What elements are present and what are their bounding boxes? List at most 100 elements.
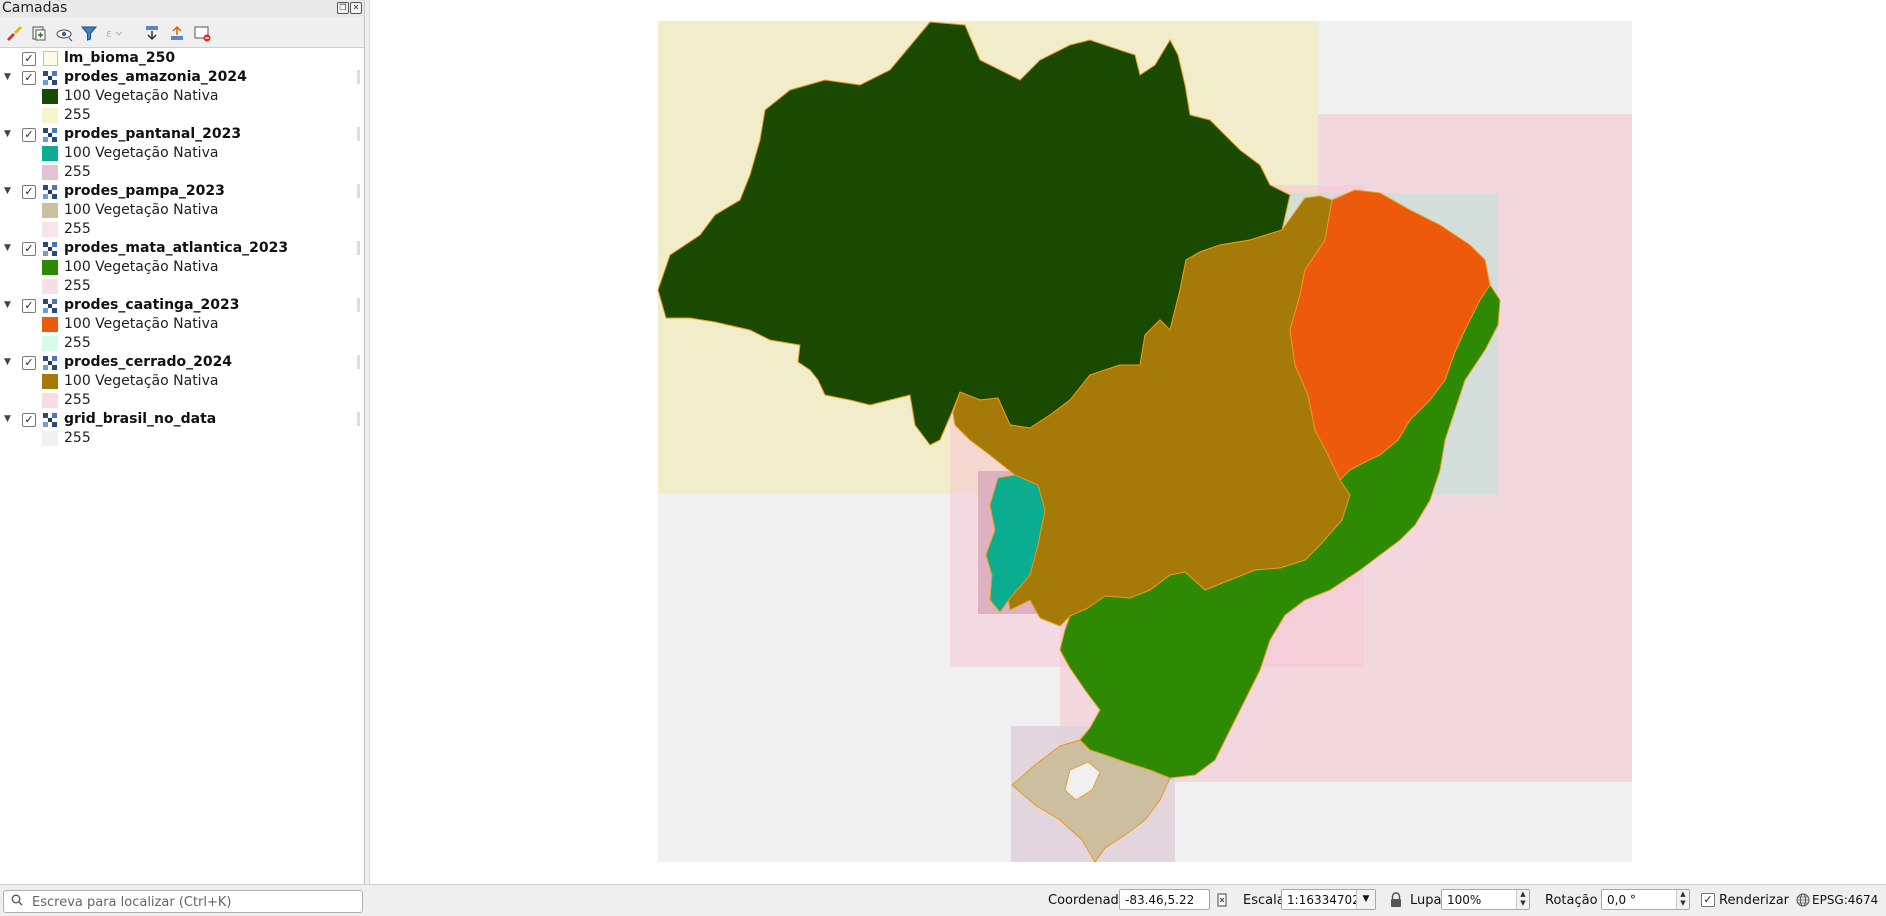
legend-item: 255 bbox=[0, 334, 364, 353]
layer-row-prodes_cerrado_2024[interactable]: ▼ ✓ prodes_cerrado_2024 bbox=[0, 353, 364, 372]
legend-label: 255 bbox=[64, 107, 91, 123]
collapse-all-icon[interactable] bbox=[167, 23, 187, 43]
layer-row-prodes_pantanal_2023[interactable]: ▼ ✓ prodes_pantanal_2023 bbox=[0, 125, 364, 144]
magnifier-value: 100% bbox=[1447, 893, 1482, 907]
map-canvas[interactable] bbox=[369, 0, 1886, 884]
raster-layer-icon bbox=[43, 242, 57, 256]
render-checkbox[interactable]: ✓ bbox=[1701, 893, 1715, 907]
layer-visibility-checkbox[interactable]: ✓ bbox=[22, 299, 36, 313]
magnifier-spinner[interactable]: ▲ ▼ bbox=[1516, 890, 1529, 909]
pantanal-biome bbox=[985, 474, 1046, 613]
legend-swatch bbox=[42, 108, 58, 123]
layer-row-prodes_mata_atlantica_2023[interactable]: ▼ ✓ prodes_mata_atlantica_2023 bbox=[0, 239, 364, 258]
legend-item: 100 Vegetação Nativa bbox=[0, 258, 364, 277]
legend-label: 255 bbox=[64, 164, 91, 180]
legend-swatch bbox=[42, 374, 58, 389]
add-group-icon[interactable] bbox=[29, 23, 49, 43]
filter-icon[interactable] bbox=[79, 23, 99, 43]
row-handle bbox=[357, 127, 360, 141]
expand-arrow-icon[interactable]: ▼ bbox=[4, 186, 11, 196]
layer-visibility-checkbox[interactable]: ✓ bbox=[22, 413, 36, 427]
float-panel-icon[interactable]: ❐ bbox=[337, 2, 349, 14]
magnifier-field[interactable]: 100% ▲ ▼ bbox=[1441, 889, 1530, 910]
crs-globe-icon[interactable] bbox=[1796, 893, 1810, 907]
expression-filter-icon[interactable]: ε bbox=[104, 23, 124, 43]
legend-swatch bbox=[42, 431, 58, 446]
layer-visibility-checkbox[interactable]: ✓ bbox=[22, 128, 36, 142]
legend-swatch bbox=[42, 165, 58, 180]
svg-text:ε: ε bbox=[106, 27, 112, 40]
layer-visibility-checkbox[interactable]: ✓ bbox=[22, 356, 36, 370]
layer-name: prodes_amazonia_2024 bbox=[64, 69, 247, 85]
expand-arrow-icon[interactable]: ▼ bbox=[4, 72, 11, 82]
legend-item: 255 bbox=[0, 106, 364, 125]
legend-item: 255 bbox=[0, 391, 364, 410]
layer-row-grid_brasil_no_data[interactable]: ▼ ✓ grid_brasil_no_data bbox=[0, 410, 364, 429]
layer-visibility-checkbox[interactable]: ✓ bbox=[22, 242, 36, 256]
layer-visibility-checkbox[interactable]: ✓ bbox=[22, 185, 36, 199]
legend-label: 100 Vegetação Nativa bbox=[64, 316, 219, 332]
scale-label: Escala bbox=[1243, 893, 1285, 908]
layer-tree: ✓ lm_bioma_250 ▼ ✓ prodes_amazonia_2024 100 V… bbox=[0, 49, 364, 448]
mata-atlantica-biome bbox=[1059, 284, 1501, 779]
layer-row-prodes_caatinga_2023[interactable]: ▼ ✓ prodes_caatinga_2023 bbox=[0, 296, 364, 315]
layer-row-prodes_amazonia_2024[interactable]: ▼ ✓ prodes_amazonia_2024 bbox=[0, 68, 364, 87]
style-brush-icon[interactable] bbox=[4, 23, 24, 43]
locator-input[interactable] bbox=[30, 892, 359, 912]
lock-scale-icon[interactable] bbox=[1389, 892, 1403, 908]
close-panel-icon[interactable]: ✕ bbox=[350, 2, 362, 14]
layers-panel: Camadas ❐ ✕ ε ✓ lm bbox=[0, 0, 365, 884]
rotation-field[interactable]: 0,0 ° ▲ ▼ bbox=[1601, 889, 1690, 910]
visibility-eye-icon[interactable] bbox=[54, 23, 74, 43]
legend-item: 100 Vegetação Nativa bbox=[0, 315, 364, 334]
raster-layer-icon bbox=[43, 185, 57, 199]
crs-label[interactable]: EPSG:4674 bbox=[1812, 893, 1879, 907]
locator-bar[interactable] bbox=[3, 890, 363, 913]
layer-row-lm_bioma_250[interactable]: ✓ lm_bioma_250 bbox=[0, 49, 364, 68]
layer-name: prodes_mata_atlantica_2023 bbox=[64, 240, 289, 256]
expand-arrow-icon[interactable]: ▼ bbox=[4, 129, 11, 139]
expand-arrow-icon[interactable]: ▼ bbox=[4, 357, 11, 367]
legend-label: 100 Vegetação Nativa bbox=[64, 373, 219, 389]
rotation-spinner[interactable]: ▲ ▼ bbox=[1676, 890, 1689, 909]
layer-visibility-checkbox[interactable]: ✓ bbox=[22, 52, 36, 66]
panel-header: Camadas ❐ ✕ bbox=[0, 0, 364, 17]
lagoa-dos-patos bbox=[1064, 761, 1101, 801]
legend-label: 100 Vegetação Nativa bbox=[64, 145, 219, 161]
pampa-biome bbox=[1011, 739, 1171, 863]
legend-item: 255 bbox=[0, 163, 364, 182]
row-handle bbox=[357, 241, 360, 255]
scale-dropdown-chevron-icon[interactable]: ▼ bbox=[1356, 890, 1375, 909]
rotation-value: 0,0 ° bbox=[1607, 893, 1636, 907]
legend-label: 100 Vegetação Nativa bbox=[64, 202, 219, 218]
layer-name: prodes_pampa_2023 bbox=[64, 183, 225, 199]
row-handle bbox=[357, 184, 360, 198]
mouse-coordinate-toggle-icon[interactable] bbox=[1214, 892, 1230, 908]
raster-layer-icon bbox=[43, 356, 57, 370]
legend-swatch bbox=[42, 317, 58, 332]
polygon-layer-icon bbox=[43, 51, 58, 66]
search-icon bbox=[11, 894, 23, 906]
legend-label: 100 Vegetação Nativa bbox=[64, 259, 219, 275]
expand-arrow-icon[interactable]: ▼ bbox=[4, 414, 11, 424]
legend-item: 255 bbox=[0, 429, 364, 448]
scale-field[interactable]: 1:16334702 ▼ bbox=[1281, 889, 1376, 910]
legend-item: 100 Vegetação Nativa bbox=[0, 144, 364, 163]
row-handle bbox=[357, 70, 360, 84]
legend-item: 100 Vegetação Nativa bbox=[0, 372, 364, 391]
layer-name: prodes_caatinga_2023 bbox=[64, 297, 240, 313]
coordinate-label: Coordenada bbox=[1048, 893, 1127, 908]
legend-swatch bbox=[42, 222, 58, 237]
legend-swatch bbox=[42, 203, 58, 218]
layer-visibility-checkbox[interactable]: ✓ bbox=[22, 71, 36, 85]
expand-arrow-icon[interactable]: ▼ bbox=[4, 243, 11, 253]
expand-all-icon[interactable] bbox=[142, 23, 162, 43]
layer-name: lm_bioma_250 bbox=[64, 50, 176, 66]
panel-title: Camadas bbox=[2, 0, 68, 16]
coordinate-field[interactable]: -83.46,5.22 bbox=[1119, 889, 1210, 910]
map-view[interactable] bbox=[370, 0, 1886, 884]
remove-layer-icon[interactable] bbox=[192, 23, 212, 43]
layer-row-prodes_pampa_2023[interactable]: ▼ ✓ prodes_pampa_2023 bbox=[0, 182, 364, 201]
raster-layer-icon bbox=[43, 71, 57, 85]
expand-arrow-icon[interactable]: ▼ bbox=[4, 300, 11, 310]
